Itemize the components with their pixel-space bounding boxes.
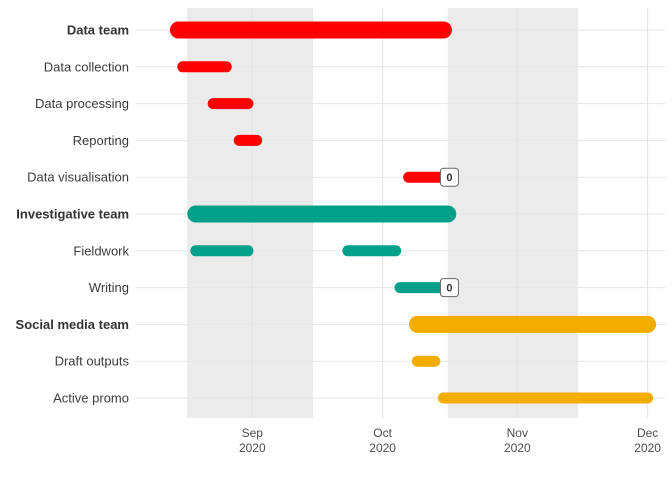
x-tick-label-year: 2020 bbox=[239, 441, 266, 455]
milestone-label: 0 bbox=[439, 278, 459, 298]
x-tick-label-month: Dec bbox=[637, 426, 658, 440]
team-label: Investigative team bbox=[16, 207, 129, 222]
task-label: Writing bbox=[89, 280, 129, 295]
x-tick-label-year: 2020 bbox=[369, 441, 396, 455]
task-bars: 00 bbox=[169, 21, 657, 404]
milestone-box bbox=[439, 278, 459, 298]
x-tick-label-month: Sep bbox=[242, 426, 264, 440]
shaded-period-2 bbox=[447, 8, 579, 418]
task-label: Draft outputs bbox=[55, 354, 130, 369]
x-tick-label-month: Oct bbox=[373, 426, 392, 440]
x-tick-label-month: Nov bbox=[507, 426, 528, 440]
milestone-label: 0 bbox=[439, 167, 459, 187]
task-label: Reporting bbox=[73, 133, 129, 148]
task-label: Active promo bbox=[53, 391, 129, 406]
x-tick-label-year: 2020 bbox=[634, 441, 661, 455]
milestone-text: 0 bbox=[446, 172, 452, 184]
team-label: Social media team bbox=[16, 317, 129, 332]
task-label: Data processing bbox=[35, 96, 129, 111]
milestone-text: 0 bbox=[446, 283, 452, 295]
task-label: Fieldwork bbox=[73, 243, 129, 258]
task-label: Data visualisation bbox=[27, 170, 129, 185]
task-label: Data collection bbox=[44, 59, 129, 74]
milestone-box bbox=[439, 167, 459, 187]
task-labels: Data team Data collection Data processing R… bbox=[16, 23, 130, 406]
team-label: Data team bbox=[67, 23, 129, 38]
x-tick-label-year: 2020 bbox=[504, 441, 531, 455]
